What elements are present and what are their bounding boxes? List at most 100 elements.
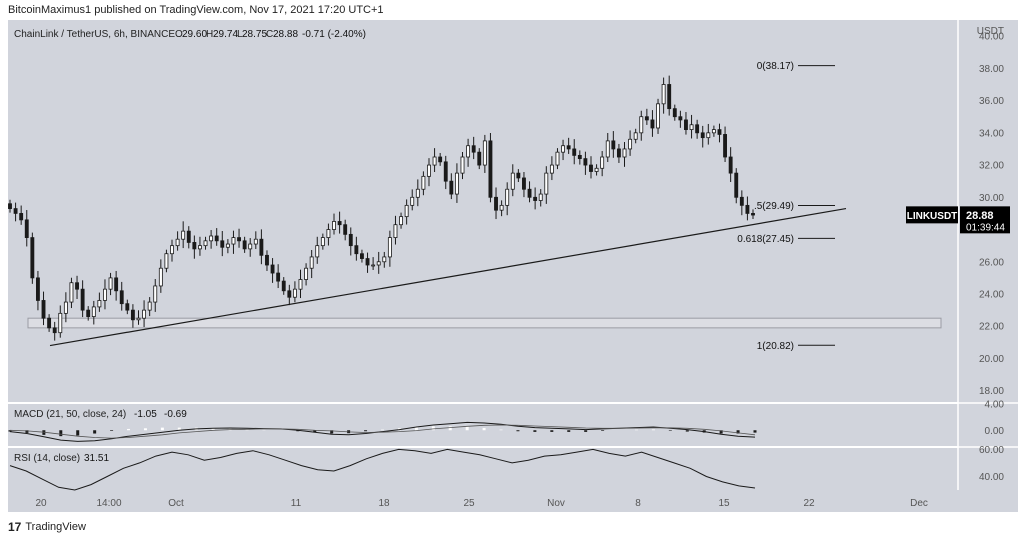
time-axis-label: 14:00 [96, 498, 121, 509]
candle-body [354, 245, 359, 255]
candle-body [421, 175, 426, 190]
candle-body [449, 180, 454, 195]
candle-body [639, 116, 644, 134]
candle-body [471, 145, 476, 153]
candle-body [734, 172, 739, 198]
candle-body [522, 177, 526, 190]
candle-body [86, 309, 91, 317]
candle-body [170, 245, 174, 255]
macd-value: -1.05 [134, 409, 157, 420]
candle-body [723, 134, 728, 158]
symbol-tag-label: LINKUSDT [907, 211, 958, 222]
ascending-trendline [49, 207, 847, 347]
rsi-tick-label: 40.00 [979, 472, 1004, 483]
candle-body [58, 312, 63, 334]
fib-level-label: .5(29.49) [754, 201, 794, 212]
symbol-tag [906, 206, 958, 224]
ohlc-value: 28.88 [273, 29, 298, 40]
candle-body [63, 301, 68, 314]
ohlc-value: 29.74 [213, 29, 238, 40]
candle-body [684, 119, 688, 131]
candle-body [343, 224, 348, 235]
candle-body [728, 156, 733, 174]
price-tick-label: 18.00 [979, 386, 1004, 397]
candle-body [365, 258, 370, 266]
price-tick-label: 22.00 [979, 322, 1004, 333]
candle-body [75, 282, 79, 290]
rsi-pane [8, 448, 958, 490]
time-axis-label: 11 [291, 498, 302, 509]
support-zone [27, 317, 942, 329]
candle-body [410, 196, 415, 206]
chart-title: ChainLink / TetherUS, 6h, BINANCE [14, 29, 175, 40]
candle-body [259, 238, 264, 256]
candle-body [427, 164, 431, 177]
price-tick-label: 30.00 [979, 193, 1004, 204]
candle-body [360, 253, 364, 259]
candle-body [376, 261, 381, 266]
candle-body [281, 280, 286, 292]
candle-body [695, 124, 700, 134]
candle-body [220, 240, 225, 248]
macd-tick-label: 0.00 [985, 426, 1005, 437]
ohlc-value: -0.71 (-2.40%) [302, 29, 366, 40]
chart-area[interactable]: USDT 40.00 38.00 36.00 34.00 32.00 30.00 26.00 2… [8, 20, 1018, 512]
candle-body [404, 204, 409, 218]
ohlc-value: C [266, 29, 273, 40]
tradingview-branding[interactable]: 17 TradingView [8, 520, 86, 534]
candle-body [689, 124, 694, 131]
candle-body [304, 267, 309, 280]
candle-body [237, 237, 241, 242]
rsi-tick-label: 60.00 [979, 445, 1004, 456]
candle-body [516, 172, 521, 179]
candle-body [667, 84, 672, 110]
candle-body [443, 161, 448, 182]
candle-body [387, 237, 392, 258]
candle-body [231, 237, 236, 245]
price-tick-label: 32.00 [979, 161, 1004, 172]
candle-body [432, 156, 437, 166]
candle-body [393, 224, 398, 238]
price-tick-label: 34.00 [979, 128, 1004, 139]
candle-body [276, 272, 281, 282]
time-axis-label: 22 [803, 498, 815, 509]
candle-body [47, 317, 52, 329]
candle-body [499, 204, 504, 211]
candle-body [717, 129, 722, 135]
candle-body [52, 327, 57, 334]
chart-svg[interactable]: USDT40.0038.0036.0034.0032.0030.0026.002… [8, 20, 1018, 512]
candle-body [572, 148, 577, 156]
candle-body [97, 300, 102, 308]
candle-body [287, 290, 292, 298]
candle-body [142, 309, 147, 319]
candle-body [225, 243, 230, 248]
candle-body [337, 221, 342, 226]
candle-body [616, 148, 621, 158]
candle-body [505, 188, 510, 206]
ohlc-value: H [206, 29, 213, 40]
candle-body [309, 256, 314, 269]
candle-body [298, 279, 303, 290]
candle-body [186, 230, 191, 243]
candle-body [494, 196, 498, 211]
candle-body [561, 145, 565, 153]
candle-body [672, 108, 677, 118]
currency-label: USDT [977, 26, 1004, 37]
candle-body [91, 306, 96, 317]
candle-body [566, 145, 571, 150]
candle-body [242, 240, 247, 250]
candle-body [583, 158, 588, 166]
candle-body [19, 213, 24, 221]
time-axis-label: 18 [378, 498, 390, 509]
candle-body [198, 245, 202, 250]
candle-body [527, 188, 532, 198]
candle-body [203, 240, 208, 247]
candle-body [745, 204, 750, 214]
candle-body [460, 156, 465, 174]
candle-body [628, 138, 633, 150]
candle-body [136, 317, 141, 321]
candle-body [315, 245, 320, 258]
publish-info: BitcoinMaximus1 published on TradingView… [8, 4, 384, 16]
candle-body [24, 219, 29, 238]
candle-body [209, 235, 214, 242]
